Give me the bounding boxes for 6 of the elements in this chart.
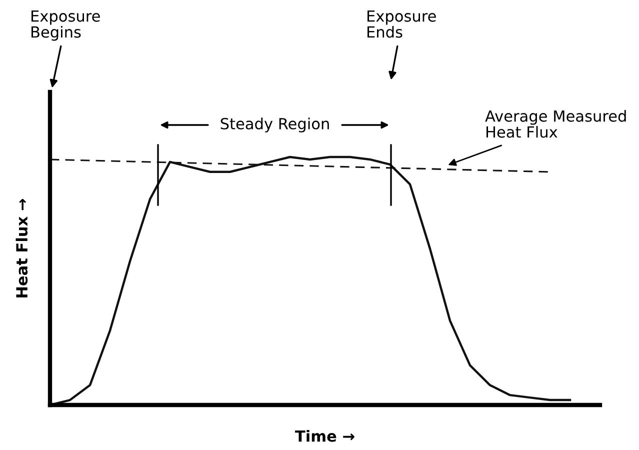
text: Exposure Begins <box>32 10 100 41</box>
y-axis-title: Heat Flux → <box>16 198 28 298</box>
text: Exposure Ends <box>368 10 436 38</box>
text: Steady Region <box>220 118 329 132</box>
text: Average Measured Heat Flux <box>485 110 626 138</box>
x-axis-title: Time → <box>295 430 354 442</box>
